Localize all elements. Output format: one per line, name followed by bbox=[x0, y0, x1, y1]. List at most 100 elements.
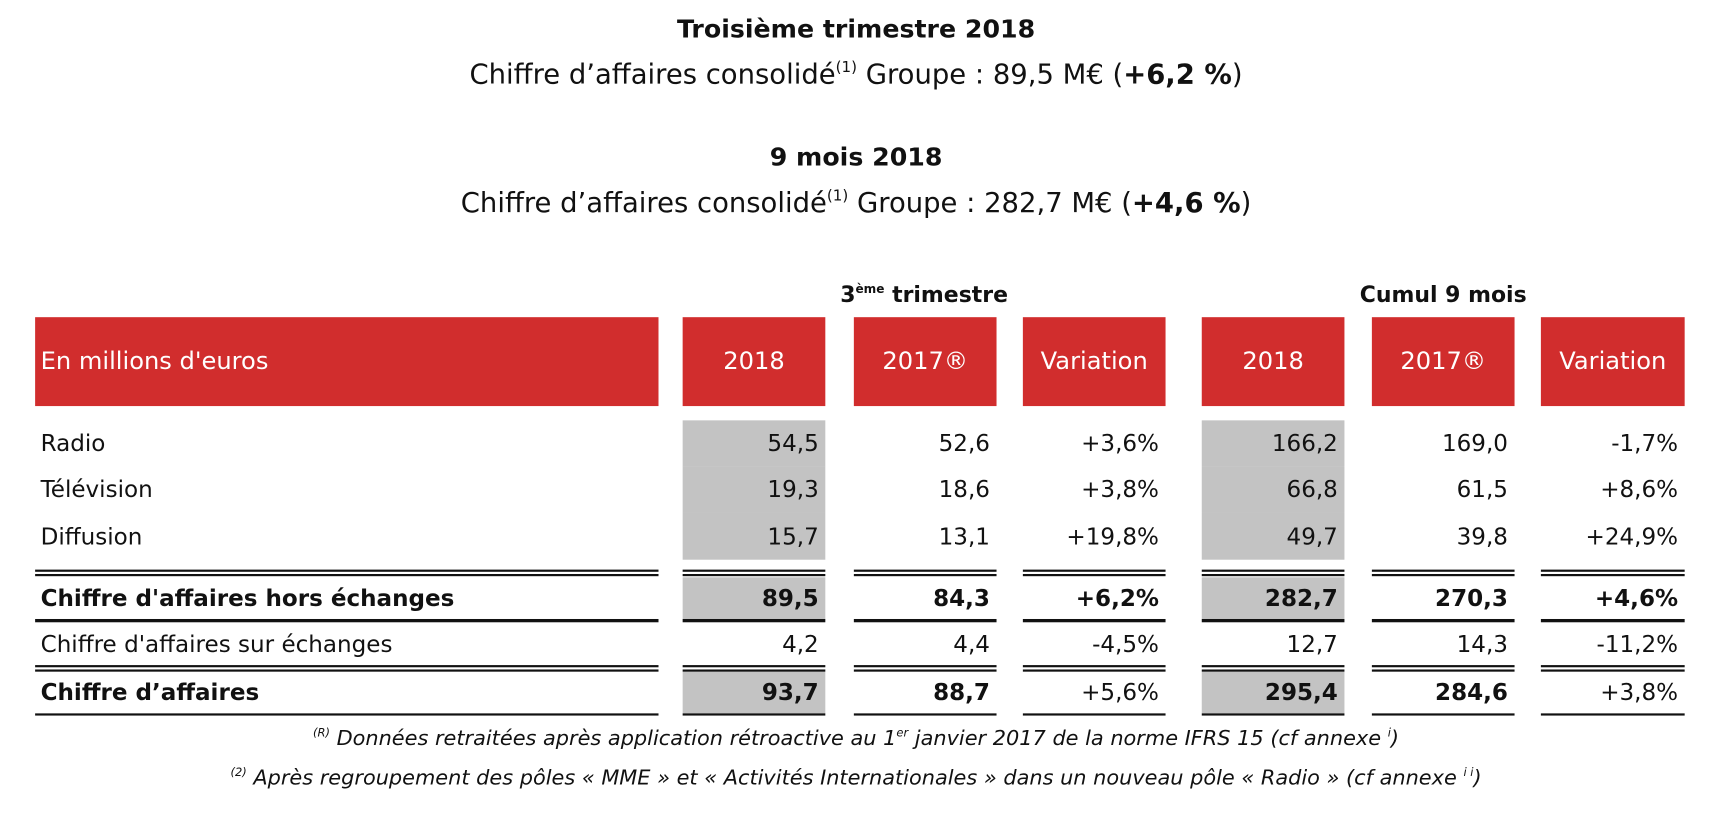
text: ) bbox=[1231, 58, 1243, 90]
ref: i bbox=[1387, 726, 1391, 740]
title: 9 mois 2018 bbox=[769, 143, 943, 173]
rule bbox=[1540, 569, 1685, 572]
text: 3 bbox=[840, 280, 856, 308]
rule bbox=[1371, 569, 1515, 572]
rule bbox=[1201, 573, 1345, 577]
table-cell: +6,2% bbox=[1075, 584, 1159, 612]
rule bbox=[682, 618, 826, 623]
header-cell: 2017® bbox=[853, 317, 997, 407]
table-cell: 39,8 bbox=[1456, 522, 1508, 550]
table-cell: 61,5 bbox=[1456, 476, 1508, 503]
table-cell: 88,7 bbox=[933, 679, 990, 706]
superscript: er bbox=[896, 726, 909, 740]
footnote: (2) Après regroupement des pôles « MME »… bbox=[0, 766, 1712, 790]
table-cell: 295,4 bbox=[1201, 671, 1345, 714]
text: ) bbox=[1390, 726, 1400, 751]
rule bbox=[35, 573, 659, 577]
footnote: (R) Données retraitées après application… bbox=[0, 727, 1712, 751]
growth: +6,2 % bbox=[1123, 58, 1232, 90]
text: Groupe : 89,5 M€ ( bbox=[857, 58, 1124, 90]
rule bbox=[682, 713, 826, 716]
rule bbox=[1540, 573, 1685, 577]
text: trimestre bbox=[884, 280, 1008, 308]
table-cell: 14,3 bbox=[1456, 630, 1508, 657]
table-cell: +3,8% bbox=[1600, 679, 1679, 706]
rule bbox=[853, 669, 997, 672]
rule bbox=[682, 669, 826, 672]
title: Troisième trimestre 2018 bbox=[676, 15, 1036, 44]
marker: (2) bbox=[230, 766, 247, 780]
table-cell: 93,7 bbox=[682, 671, 826, 714]
table-cell: +8,6% bbox=[1600, 476, 1679, 503]
rule bbox=[35, 713, 659, 716]
rule bbox=[1540, 665, 1685, 668]
row-label: Radio bbox=[40, 430, 106, 457]
table-cell: 15,7 bbox=[682, 512, 826, 560]
rule bbox=[853, 618, 997, 623]
text: Groupe : 282,7 M€ ( bbox=[848, 186, 1132, 219]
rule bbox=[1540, 618, 1685, 623]
rule bbox=[1371, 669, 1515, 672]
table-cell: 89,5 bbox=[682, 577, 826, 619]
rule bbox=[1022, 665, 1166, 668]
superscript: ème bbox=[855, 281, 885, 297]
rule bbox=[682, 665, 826, 668]
table-cell: 66,8 bbox=[1201, 466, 1345, 513]
rule bbox=[1022, 669, 1166, 672]
rule bbox=[853, 569, 997, 572]
table-cell: +24,9% bbox=[1585, 522, 1679, 550]
row-label: Chiffre d'affaires hors échanges bbox=[40, 584, 455, 612]
text: ) bbox=[1240, 186, 1252, 219]
rule bbox=[35, 618, 659, 623]
row-label: Télévision bbox=[40, 476, 153, 503]
text: Chiffre d’affaires consolidé bbox=[469, 58, 836, 90]
rule bbox=[1201, 665, 1345, 668]
rule bbox=[1201, 669, 1345, 672]
row-label: Diffusion bbox=[40, 522, 143, 550]
table-cell: 12,7 bbox=[1286, 630, 1338, 657]
table-cell: 270,3 bbox=[1435, 584, 1508, 612]
table-cell: 13,1 bbox=[938, 522, 990, 550]
text: Chiffre d’affaires consolidé bbox=[460, 186, 827, 219]
group-header: 3ème trimestre bbox=[683, 281, 1166, 307]
rule bbox=[1371, 573, 1515, 577]
text: ) bbox=[1473, 766, 1482, 791]
rule bbox=[1540, 669, 1685, 672]
table-cell: -4,5% bbox=[1092, 630, 1159, 657]
note: (1) bbox=[835, 58, 858, 77]
rule bbox=[1022, 713, 1166, 716]
table-cell: 19,3 bbox=[682, 466, 826, 513]
table-cell: 54,5 bbox=[682, 420, 826, 467]
header-cell: Variation bbox=[1540, 317, 1685, 407]
header-cell: Variation bbox=[1022, 317, 1166, 407]
rule bbox=[35, 665, 659, 668]
rule bbox=[853, 573, 997, 577]
table-cell: 282,7 bbox=[1201, 577, 1345, 619]
rule bbox=[1022, 573, 1166, 577]
rule bbox=[35, 669, 659, 672]
note: (1) bbox=[826, 187, 849, 205]
table-cell: 52,6 bbox=[938, 430, 990, 457]
rule bbox=[1540, 713, 1685, 716]
text: Après regroupement des pôles « MME » et … bbox=[246, 766, 1464, 791]
table-cell: 84,3 bbox=[933, 584, 990, 612]
row-label: Chiffre d’affaires bbox=[40, 679, 260, 706]
subtitle: Chiffre d’affaires consolidé(1) Groupe :… bbox=[0, 187, 1712, 219]
table-cell: 4,2 bbox=[782, 630, 819, 657]
marker: (R) bbox=[313, 726, 330, 740]
rule bbox=[682, 573, 826, 577]
rule bbox=[682, 569, 826, 572]
rule bbox=[1371, 665, 1515, 668]
header-cell: 2018 bbox=[682, 317, 826, 407]
table-cell: 284,6 bbox=[1435, 679, 1508, 706]
table-cell: +5,6% bbox=[1081, 679, 1159, 706]
rule bbox=[853, 713, 997, 716]
table-cell: 166,2 bbox=[1201, 420, 1345, 467]
row-label: Chiffre d'affaires sur échanges bbox=[40, 630, 393, 657]
table-cell: 49,7 bbox=[1201, 512, 1345, 560]
rule bbox=[35, 569, 659, 572]
header-cell: En millions d'euros bbox=[35, 317, 659, 407]
rule bbox=[1371, 713, 1515, 716]
